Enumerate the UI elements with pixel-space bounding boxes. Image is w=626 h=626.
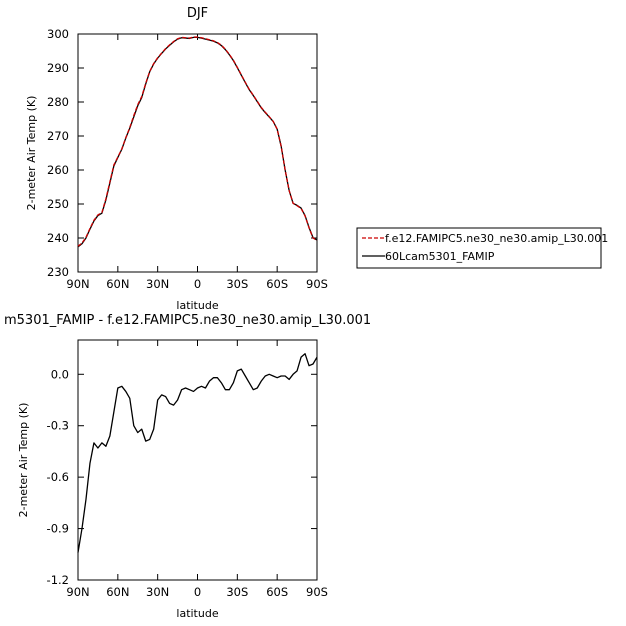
legend-entry-1: f.e12.FAMIPC5.ne30_ne30.amip_L30.001 <box>385 232 608 245</box>
bottom-chart-title: m5301_FAMIP - f.e12.FAMIPC5.ne30_ne30.am… <box>4 313 371 328</box>
top-x-tick-label: 60S <box>266 277 288 291</box>
bottom-x-tick-label: 30N <box>146 585 169 599</box>
legend-entry-2: 60Lcam5301_FAMIP <box>385 250 495 263</box>
top-x-axis: 90N 60N 30N 0 30S 60S 90S <box>66 34 328 291</box>
bottom-x-tick-label: 90N <box>66 585 89 599</box>
top-x-tick-label: 60N <box>106 277 129 291</box>
top-x-axis-label: latitude <box>176 299 218 312</box>
bottom-x-tick-label: 0 <box>194 585 201 599</box>
bottom-x-axis-label: latitude <box>176 607 218 620</box>
bottom-series-lines <box>77 353 318 553</box>
bottom-x-tick-label: 60N <box>106 585 129 599</box>
top-chart-title: DJF <box>187 6 208 21</box>
top-y-tick-label: 280 <box>47 95 69 109</box>
bottom-x-tick-label: 60S <box>266 585 288 599</box>
legend-box <box>356 227 602 269</box>
bottom-y-axis: -1.2 -0.9 -0.6 -0.3 0.0 <box>47 367 317 587</box>
top-series-lines <box>77 36 318 248</box>
bottom-y-axis-label: 2-meter Air Temp (K) <box>17 403 30 518</box>
top-series-line-dashed <box>77 36 318 247</box>
top-y-tick-label: 230 <box>47 265 69 279</box>
top-panel: DJF 230 240 250 260 270 280 290 300 90N 60N 30N 0 3… <box>25 6 328 312</box>
bottom-x-tick-label: 30S <box>226 585 248 599</box>
bottom-y-tick-label: 0.0 <box>51 367 69 381</box>
bottom-x-axis: 90N 60N 30N 0 30S 60S 90S <box>66 340 328 599</box>
top-x-tick-label: 30N <box>146 277 169 291</box>
top-plot-frame <box>77 33 318 273</box>
bottom-y-tick-label: -0.3 <box>47 419 69 433</box>
top-y-tick-label: 250 <box>47 197 69 211</box>
top-x-tick-label: 90N <box>66 277 89 291</box>
bottom-panel: m5301_FAMIP - f.e12.FAMIPC5.ne30_ne30.am… <box>4 313 371 620</box>
top-y-tick-label: 240 <box>47 231 69 245</box>
bottom-y-tick-label: -0.9 <box>47 522 69 536</box>
top-y-axis: 230 240 250 260 270 280 290 300 <box>47 27 317 279</box>
top-x-tick-label: 90S <box>306 277 328 291</box>
bottom-y-tick-label: -0.6 <box>47 470 69 484</box>
legend: f.e12.FAMIPC5.ne30_ne30.amip_L30.001 60L… <box>356 227 608 269</box>
bottom-y-tick-label: -1.2 <box>47 573 69 587</box>
bottom-series-line-solid <box>77 353 318 553</box>
top-x-tick-label: 30S <box>226 277 248 291</box>
top-series-line-solid <box>77 36 318 248</box>
bottom-x-tick-label: 90S <box>306 585 328 599</box>
top-y-tick-label: 290 <box>47 61 69 75</box>
top-y-tick-label: 270 <box>47 129 69 143</box>
top-x-tick-label: 0 <box>194 277 201 291</box>
top-y-tick-label: 300 <box>47 27 69 41</box>
top-y-axis-label: 2-meter Air Temp (K) <box>25 96 38 211</box>
top-y-tick-label: 260 <box>47 163 69 177</box>
